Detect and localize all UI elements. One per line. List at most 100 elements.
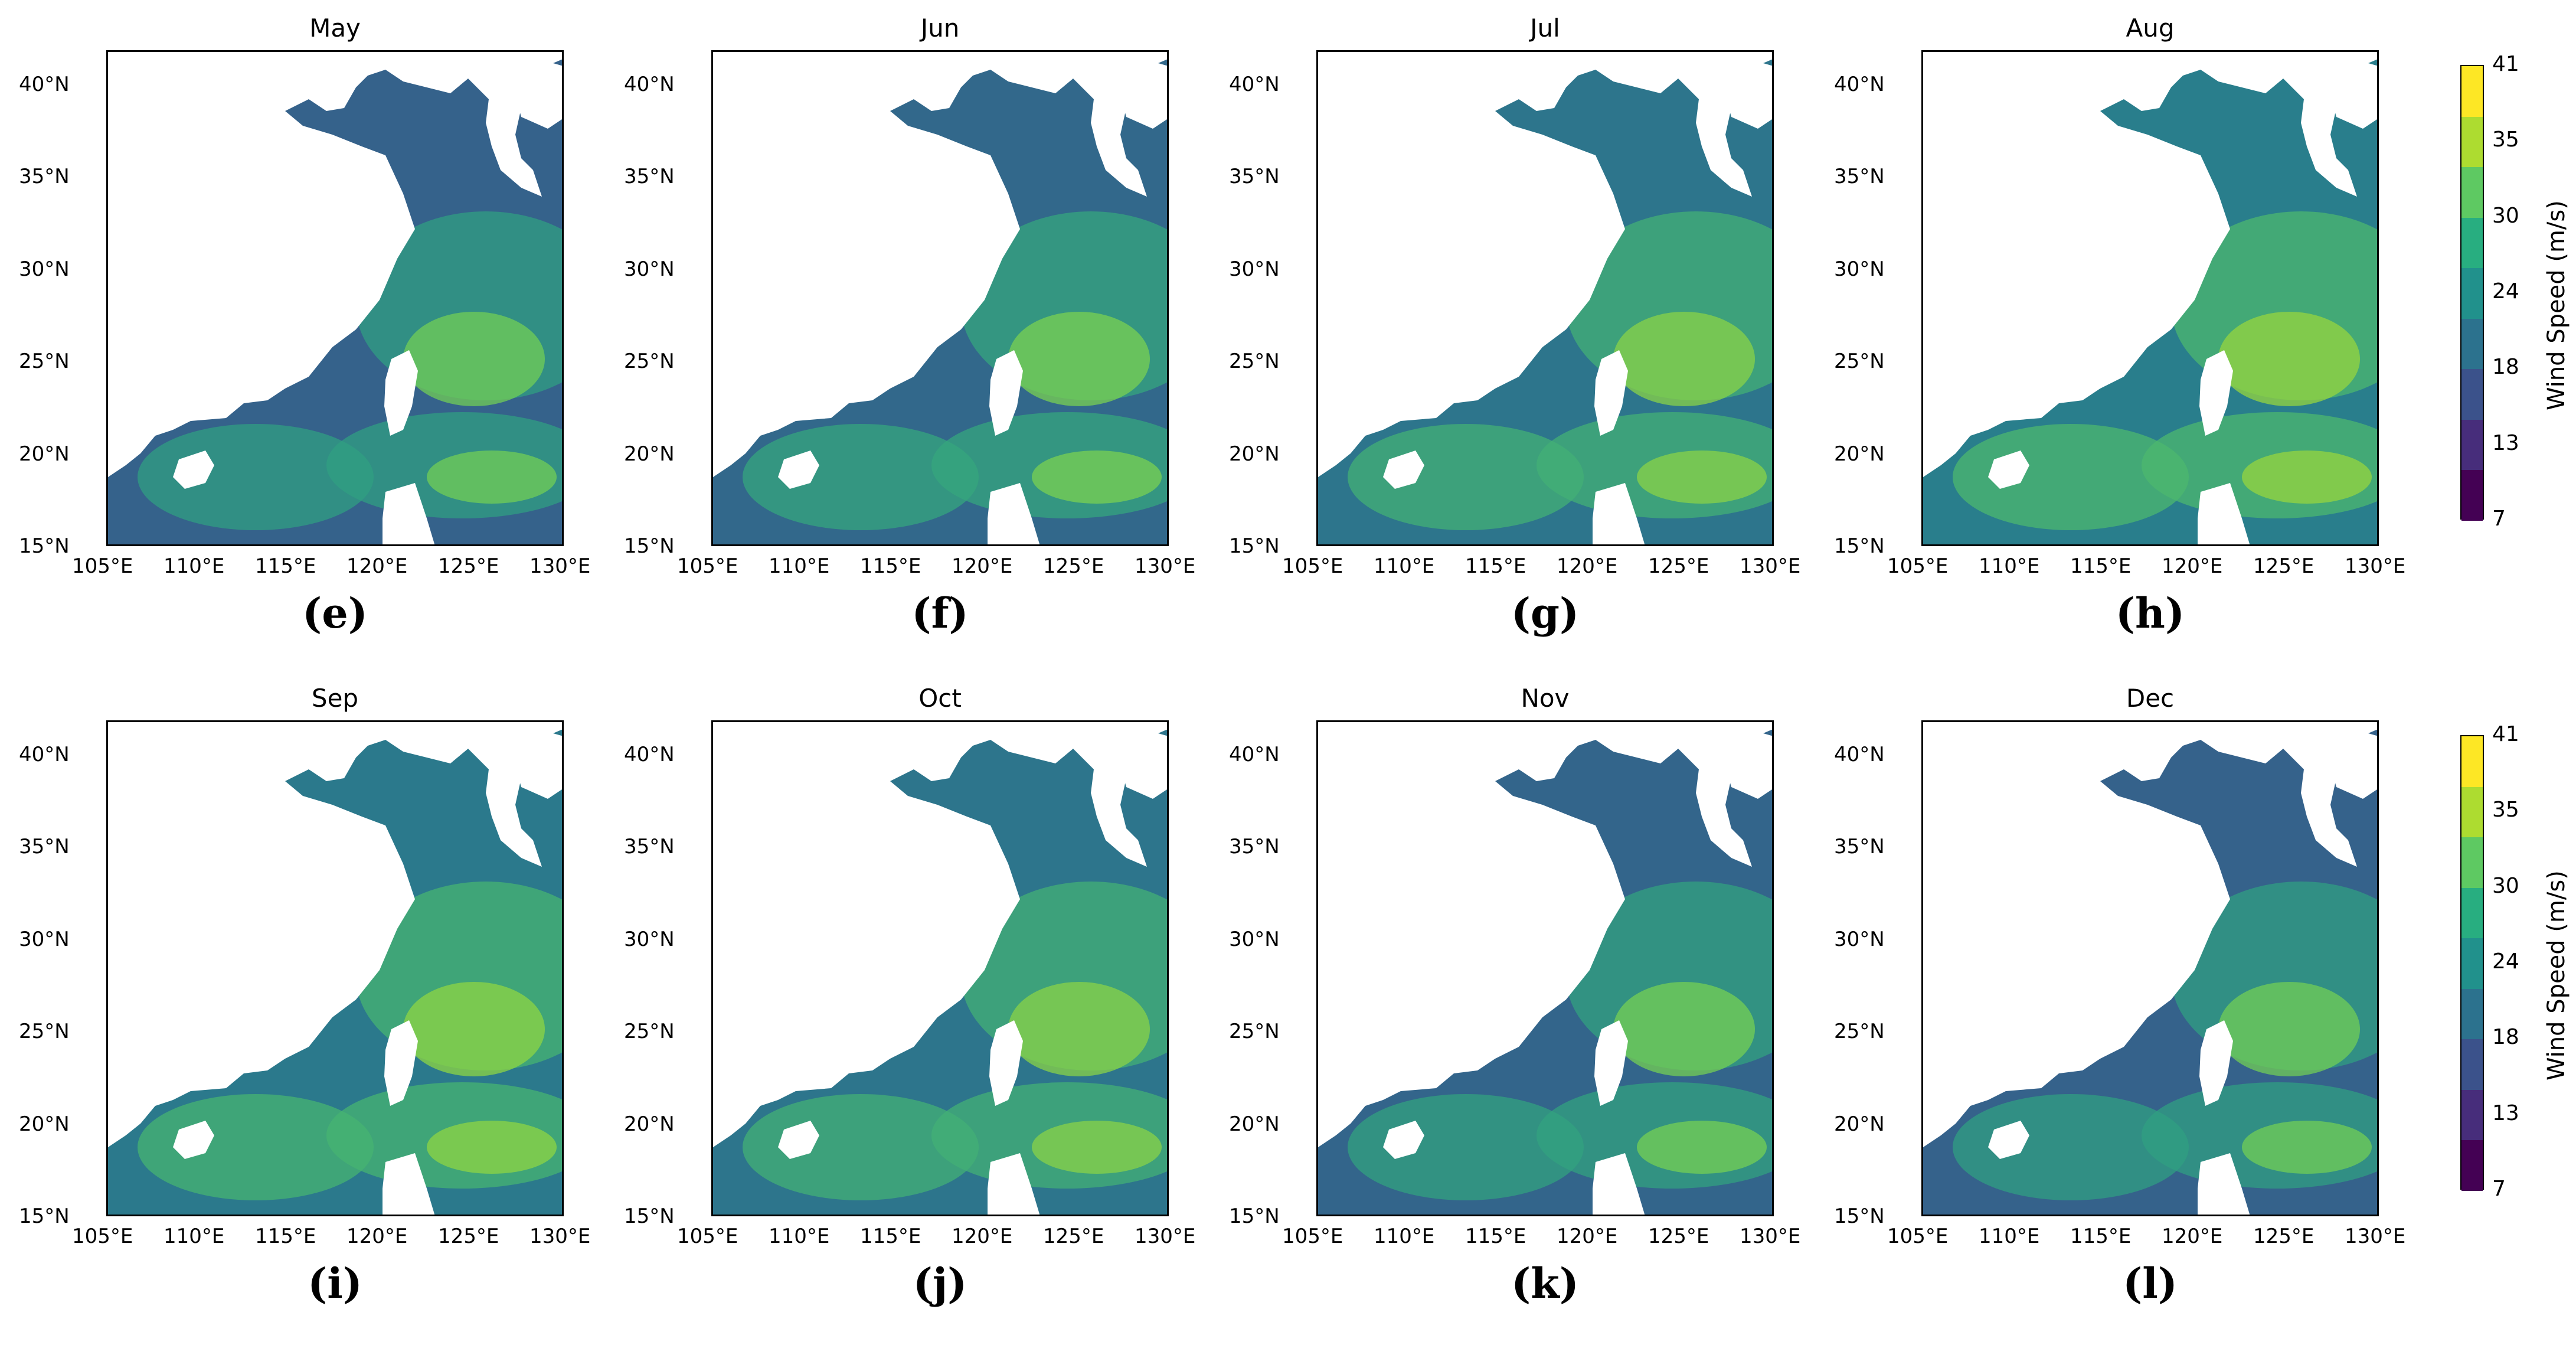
- lon-tick-label: 110°E: [164, 554, 225, 578]
- colorbar-tick-label: 30: [2492, 873, 2519, 898]
- wind-speed-band: [427, 451, 557, 504]
- lon-tick-label: 105°E: [1887, 1225, 1949, 1248]
- colorbar-segment: [2461, 736, 2483, 787]
- wind-speed-band: [138, 1094, 374, 1200]
- wind-speed-band: [2218, 982, 2360, 1076]
- lon-tick-label: 115°E: [255, 1225, 316, 1248]
- island-japan: [1719, 731, 1772, 799]
- land-mask: [108, 52, 562, 477]
- wind-speed-field: [1923, 722, 2377, 1215]
- wind-speed-field: [108, 52, 562, 544]
- land-mask: [713, 52, 1167, 477]
- lat-tick-label: 15°N: [1229, 1204, 1280, 1228]
- lat-tick-label: 20°N: [1834, 442, 1885, 466]
- lon-tick-label: 130°E: [1135, 1225, 1196, 1248]
- island-hainan: [173, 451, 214, 489]
- colorbar-tick-label: 7: [2492, 507, 2506, 531]
- panel-letter: (h): [2115, 589, 2185, 638]
- lat-tick-label: 20°N: [19, 1112, 70, 1136]
- wind-speed-band: [1008, 982, 1150, 1076]
- wind-speed-field: [1318, 52, 1772, 544]
- wind-speed-field: [108, 722, 562, 1215]
- colorbar-tick-label: 7: [2492, 1177, 2506, 1201]
- lat-tick-label: 20°N: [624, 442, 675, 466]
- lat-tick-label: 25°N: [19, 1020, 70, 1044]
- island-luzon: [2198, 1153, 2250, 1215]
- island-japan: [2325, 731, 2377, 799]
- lat-tick-label: 15°N: [624, 1204, 675, 1228]
- wind-speed-band: [1032, 1121, 1162, 1174]
- lat-tick-label: 15°N: [19, 1204, 70, 1228]
- island-hainan: [778, 1121, 819, 1159]
- lat-tick-label: 30°N: [1834, 927, 1885, 951]
- lat-tick-label: 40°N: [1834, 73, 1885, 96]
- colorbar-tick-label: 30: [2492, 203, 2519, 228]
- colorbar-segment: [2461, 938, 2483, 989]
- island-taiwan: [384, 1020, 418, 1106]
- lon-tick-label: 110°E: [164, 1225, 225, 1248]
- colorbar-title: Wind Speed (m/s): [2543, 870, 2570, 1080]
- island-luzon: [383, 483, 435, 544]
- lon-tick-label: 120°E: [2162, 554, 2223, 578]
- lat-tick-label: 20°N: [19, 442, 70, 466]
- island-japan: [1114, 61, 1167, 129]
- land-mask: [1318, 52, 1772, 477]
- panel-letter: (j): [913, 1259, 967, 1308]
- lat-tick-label: 40°N: [624, 73, 675, 96]
- wind-speed-band: [743, 1094, 979, 1200]
- lat-tick-label: 35°N: [624, 835, 675, 859]
- lon-tick-label: 130°E: [529, 1225, 591, 1248]
- island-taiwan: [989, 1020, 1023, 1106]
- colorbar-tick-label: 41: [2492, 52, 2519, 76]
- lat-tick-label: 25°N: [1834, 350, 1885, 374]
- lon-tick-label: 125°E: [1648, 1225, 1709, 1248]
- island-hainan: [173, 1121, 214, 1159]
- island-japan: [509, 731, 562, 799]
- wind-speed-band: [1348, 1094, 1584, 1200]
- island-hainan: [1988, 451, 2029, 489]
- lon-tick-label: 105°E: [1887, 554, 1949, 578]
- lon-tick-label: 115°E: [255, 554, 316, 578]
- island-luzon: [1593, 1153, 1645, 1215]
- wind-speed-band: [1348, 424, 1584, 530]
- lon-tick-label: 105°E: [677, 554, 738, 578]
- lon-tick-label: 125°E: [2253, 554, 2315, 578]
- lat-tick-label: 40°N: [19, 73, 70, 96]
- lon-tick-label: 120°E: [1557, 554, 1618, 578]
- lat-tick-label: 20°N: [1834, 1112, 1885, 1136]
- map-panel-sep: [106, 720, 564, 1216]
- colorbar-tick-label: 18: [2492, 355, 2519, 380]
- lon-tick-label: 125°E: [1648, 554, 1709, 578]
- lat-tick-label: 15°N: [1834, 534, 1885, 558]
- colorbar-tick-label: 35: [2492, 798, 2519, 822]
- wind-speed-band: [403, 312, 545, 406]
- lat-tick-label: 15°N: [1834, 1204, 1885, 1228]
- map-panel-nov: [1316, 720, 1774, 1216]
- island-hainan: [1988, 1121, 2029, 1159]
- lon-tick-label: 105°E: [1282, 1225, 1343, 1248]
- panel-title: Dec: [2126, 684, 2175, 713]
- lon-tick-label: 120°E: [346, 1225, 408, 1248]
- land-mask: [1923, 722, 2377, 1147]
- colorbar-segment: [2461, 116, 2483, 168]
- wind-speed-band: [2218, 312, 2360, 406]
- colorbar-tick-label: 18: [2492, 1025, 2519, 1050]
- colorbar-title: Wind Speed (m/s): [2543, 200, 2570, 410]
- lon-tick-label: 105°E: [1282, 554, 1343, 578]
- wind-speed-band: [1637, 1121, 1767, 1174]
- lat-tick-label: 40°N: [1834, 743, 1885, 766]
- wind-speed-band: [1637, 451, 1767, 504]
- colorbar-segment: [2461, 369, 2483, 420]
- wind-speed-band: [2242, 451, 2372, 504]
- island-japan: [509, 61, 562, 129]
- island-japan: [1719, 61, 1772, 129]
- panel-title: Sep: [311, 684, 359, 713]
- colorbar-tick-label: 13: [2492, 1101, 2519, 1125]
- land-mask: [1923, 52, 2377, 477]
- lat-tick-label: 25°N: [19, 350, 70, 374]
- lon-tick-label: 130°E: [2345, 554, 2406, 578]
- island-luzon: [1593, 483, 1645, 544]
- lon-tick-label: 120°E: [952, 554, 1013, 578]
- lon-tick-label: 125°E: [438, 1225, 499, 1248]
- land-mask: [713, 722, 1167, 1147]
